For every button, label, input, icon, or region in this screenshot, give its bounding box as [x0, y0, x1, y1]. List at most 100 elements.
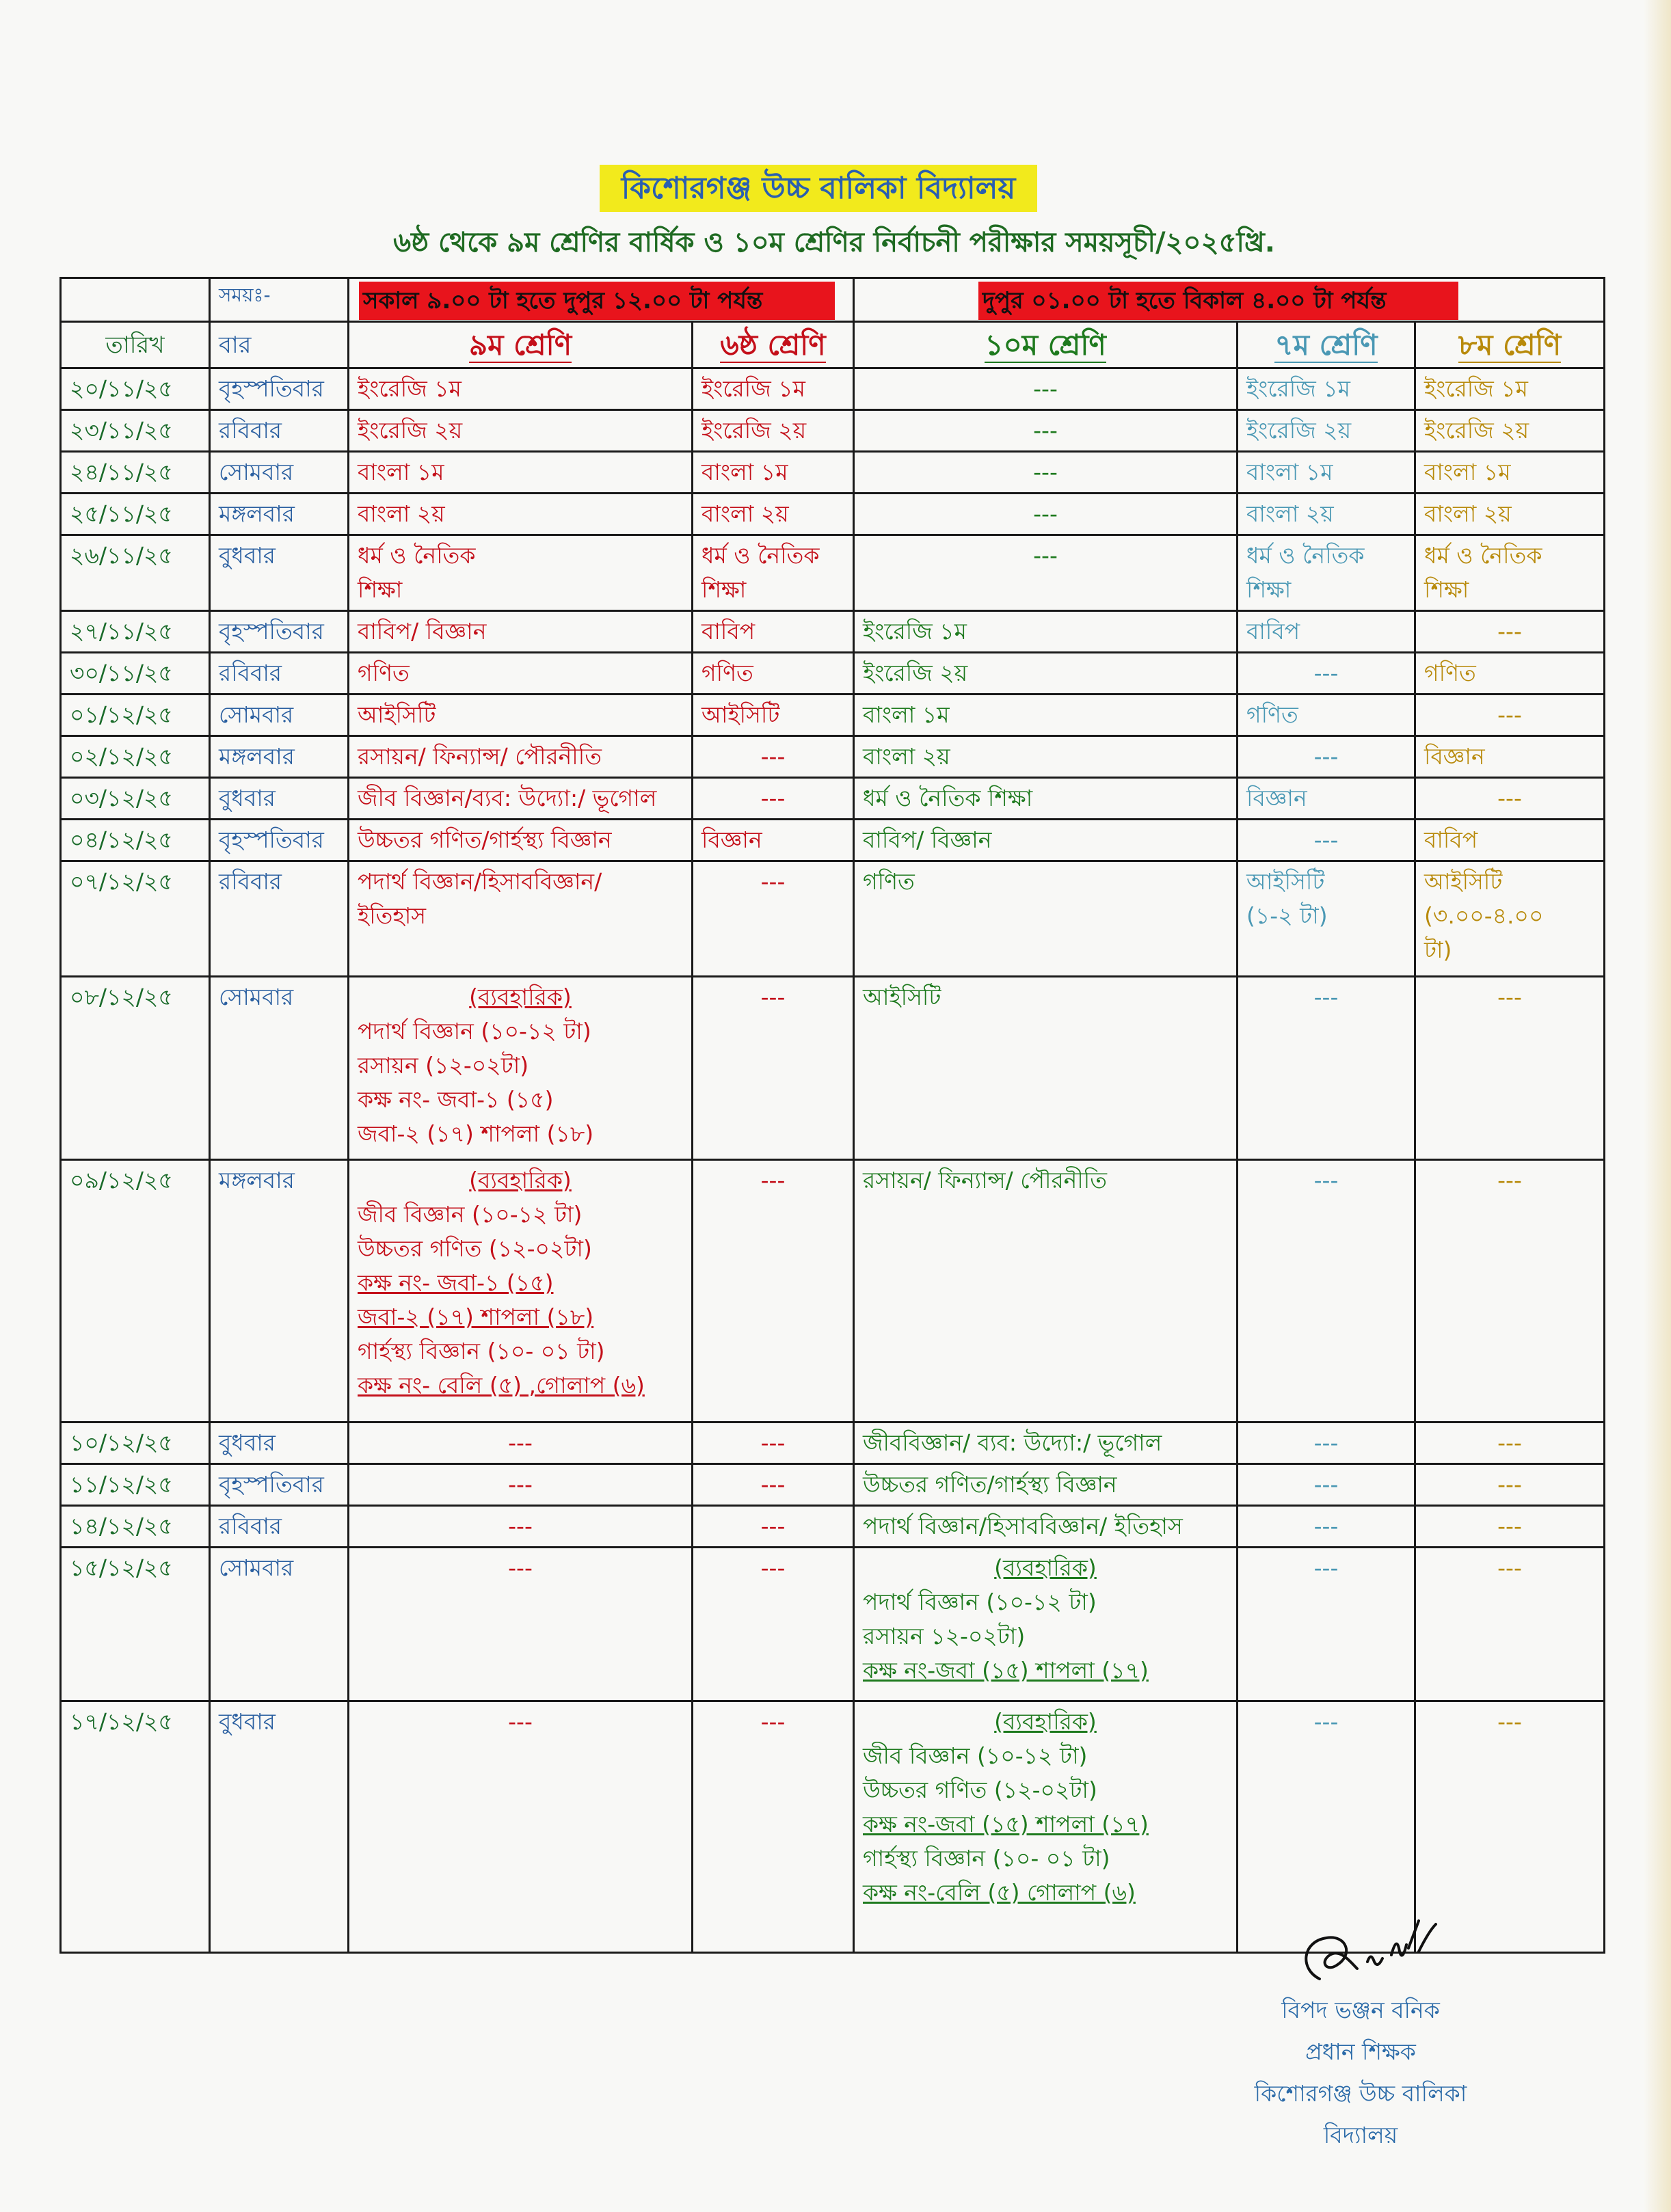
class-7-cell: ---: [1236, 1505, 1416, 1548]
cell-line: ইংরেজি ২য়: [701, 417, 807, 444]
cell-line: ---: [508, 1429, 533, 1456]
cell-line: রসায়ন/ ফিন্যান্স/ পৌরনীতি: [863, 1167, 1107, 1193]
cell-line: বাবিপ: [1424, 826, 1478, 853]
cell-line: পদার্থ বিজ্ঞান/হিসাববিজ্ঞান/: [358, 868, 602, 895]
class-10-cell: (ব্যবহারিক) জীব বিজ্ঞান (১০-১২ টা) উচ্চতর …: [853, 1700, 1238, 1954]
class-8-cell: আইসিটি (৩.০০-৪.০০ টা): [1413, 860, 1606, 977]
cell-line: জবা-২ (১৭) শাপলা (১৮): [358, 1304, 594, 1330]
cell-line: গণিত: [1424, 660, 1476, 686]
exam-schedule-subtitle: ৬ষ্ঠ থেকে ৯ম শ্রেণির বার্ষিক ও ১০ম শ্রেণ…: [393, 227, 1275, 258]
day-cell: বৃহস্পতিবার: [209, 367, 349, 411]
class-8-cell: ---: [1413, 777, 1606, 820]
class-10-cell: ইংরেজি ২য়: [853, 651, 1238, 695]
class-10-cell: ---: [853, 492, 1238, 536]
class-7-cell: গণিত: [1236, 693, 1416, 737]
cell-line: বাংলা ১ম: [358, 459, 444, 485]
day-cell: সোমবার: [209, 450, 349, 494]
class-9-cell: গণিত: [347, 651, 693, 695]
date-cell: ২০/১১/২৫: [59, 367, 211, 411]
class-7-cell: ---: [1236, 1700, 1416, 1954]
class-7-cell: ---: [1236, 1421, 1416, 1465]
class-10-cell: গণিত: [853, 860, 1238, 977]
header-day: বার: [209, 321, 349, 369]
class-9-cell: ইংরেজি ১ম: [347, 367, 693, 411]
cell-line: ---: [1033, 459, 1058, 485]
cell-line: জীব বিজ্ঞান (১০-১২ টা): [358, 1201, 583, 1228]
cell-line: (১-২ টা): [1246, 902, 1328, 929]
class-8-cell: বাংলা ১ম: [1413, 450, 1606, 494]
cell-line: ---: [760, 1471, 786, 1498]
class-6-cell: ইংরেজি ১ম: [691, 367, 855, 411]
header-class-6: ৬ষ্ঠ শ্রেণি: [691, 321, 855, 369]
class-7-cell: ---: [1236, 975, 1416, 1161]
class-9-cell: ---: [347, 1463, 693, 1507]
cell-line: জীব বিজ্ঞান/ব্যব: উদ্যো:/ ভূগোল: [358, 785, 657, 811]
day-cell: বুধবার: [209, 1421, 349, 1465]
day-cell: সোমবার: [209, 1546, 349, 1702]
cell-line: ---: [1313, 1708, 1339, 1735]
cell-line: বাংলা ১ম: [1424, 459, 1511, 485]
cell-line: টা): [1424, 936, 1452, 963]
cell-line: ইংরেজি ১ম: [358, 375, 462, 402]
cell-line: জবা-২ (১৭) শাপলা (১৮): [358, 1120, 594, 1147]
cell-line: ---: [1313, 826, 1339, 853]
class-8-cell: ---: [1413, 1421, 1606, 1465]
cell-line: বাবিপ: [701, 618, 756, 645]
class-8-cell: বাংলা ২য়: [1413, 492, 1606, 536]
class-9-cell: বাংলা ১ম: [347, 450, 693, 494]
cell-line: (ব্যবহারিক): [994, 1554, 1097, 1581]
cell-line: বাবিপ/ বিজ্ঞান: [863, 826, 992, 853]
day-cell: রবিবার: [209, 860, 349, 977]
class-10-cell: ধর্ম ও নৈতিক শিক্ষা: [853, 777, 1238, 820]
date-cell: ০৯/১২/২৫: [59, 1159, 211, 1423]
table-row: ২০/১১/২৫ বৃহস্পতিবার ইংরেজি ১ম ইংরেজি ১ম ---…: [59, 367, 1606, 411]
cell-line: (ব্যবহারিক): [469, 984, 572, 1010]
table-row: ০৩/১২/২৫ বুধবার জীব বিজ্ঞান/ব্যব: উদ্যো:/ …: [59, 777, 1606, 820]
cell-line: শিক্ষা: [701, 576, 747, 603]
signature-block: বিপদ ভঞ্জন বনিক প্রধান শিক্ষক কিশোরগঞ্জ …: [1217, 1914, 1504, 2156]
cell-line: ---: [760, 785, 786, 811]
class-6-cell: ---: [691, 975, 855, 1161]
cell-line: বাংলা ১ম: [1246, 459, 1333, 485]
class-7-cell: ---: [1236, 1546, 1416, 1702]
class-8-cell: ---: [1413, 610, 1606, 653]
cell-line: (ব্যবহারিক): [469, 1167, 572, 1193]
class-6-cell: আইসিটি: [691, 693, 855, 737]
time-label: সময়ঃ-: [209, 277, 349, 323]
class-7-cell: বাংলা ১ম: [1236, 450, 1416, 494]
class-9-cell: (ব্যবহারিক) পদার্থ বিজ্ঞান (১০-১২ টা) রসায…: [347, 975, 693, 1161]
class-6-cell: বাবিপ: [691, 610, 855, 653]
afternoon-slot-banner: দুপুর ০১.০০ টা হতে বিকাল ৪.০০ টা পর্যন্ত: [978, 281, 1458, 320]
class-10-cell: বাবিপ/ বিজ্ঞান: [853, 818, 1238, 862]
class-6-cell: ---: [691, 1700, 855, 1954]
table-row: ১৭/১২/২৫ বুধবার --- --- (ব্যবহারিক) জীব বিজ্ঞ…: [59, 1700, 1606, 1954]
cell-line: (ব্যবহারিক): [994, 1708, 1097, 1735]
cell-line: রসায়ন ১২-০২টা): [863, 1623, 1026, 1649]
class-7-cell: ইংরেজি ১ম: [1236, 367, 1416, 411]
time-slot-row: সময়ঃ- সকাল ৯.০০ টা হতে দুপুর ১২.০০ টা প…: [59, 277, 1606, 323]
cell-line: ---: [1313, 660, 1339, 686]
class-6-cell: গণিত: [691, 651, 855, 695]
day-cell: বৃহস্পতিবার: [209, 610, 349, 653]
cell-line: ---: [1313, 1513, 1339, 1539]
cell-line: কক্ষ নং-জবা (১৫) শাপলা (১৭): [863, 1811, 1149, 1837]
date-cell: ০২/১২/২৫: [59, 735, 211, 779]
signatory-name: বিপদ ভঞ্জন বনিক: [1281, 1997, 1440, 2023]
cell-line: কক্ষ নং-জবা (১৫) শাপলা (১৭): [863, 1657, 1149, 1684]
class-9-cell: ---: [347, 1505, 693, 1548]
day-cell: রবিবার: [209, 1505, 349, 1548]
cell-line: ---: [1497, 1167, 1522, 1193]
day-cell: বুধবার: [209, 534, 349, 612]
cell-line: বাংলা ১ম: [701, 459, 788, 485]
class-10-cell: (ব্যবহারিক) পদার্থ বিজ্ঞান (১০-১২ টা) রসায…: [853, 1546, 1238, 1702]
cell-line: বাংলা ২য়: [358, 500, 445, 527]
cell-line: জীববিজ্ঞান/ ব্যব: উদ্যো:/ ভূগোল: [863, 1429, 1162, 1456]
cell-line: (৩.০০-৪.০০: [1424, 902, 1544, 929]
class-9-cell: পদার্থ বিজ্ঞান/হিসাববিজ্ঞান/ইতিহাস: [347, 860, 693, 977]
cell-line: ---: [760, 868, 786, 895]
cell-line: কক্ষ নং- জবা-১ (১৫): [358, 1086, 554, 1113]
class-10-cell: রসায়ন/ ফিন্যান্স/ পৌরনীতি: [853, 1159, 1238, 1423]
table-row: ১৫/১২/২৫ সোমবার --- --- (ব্যবহারিক) পদার্থ বি…: [59, 1546, 1606, 1702]
cell-line: পদার্থ বিজ্ঞান (১০-১২ টা): [358, 1018, 591, 1044]
cell-line: ---: [508, 1708, 533, 1735]
